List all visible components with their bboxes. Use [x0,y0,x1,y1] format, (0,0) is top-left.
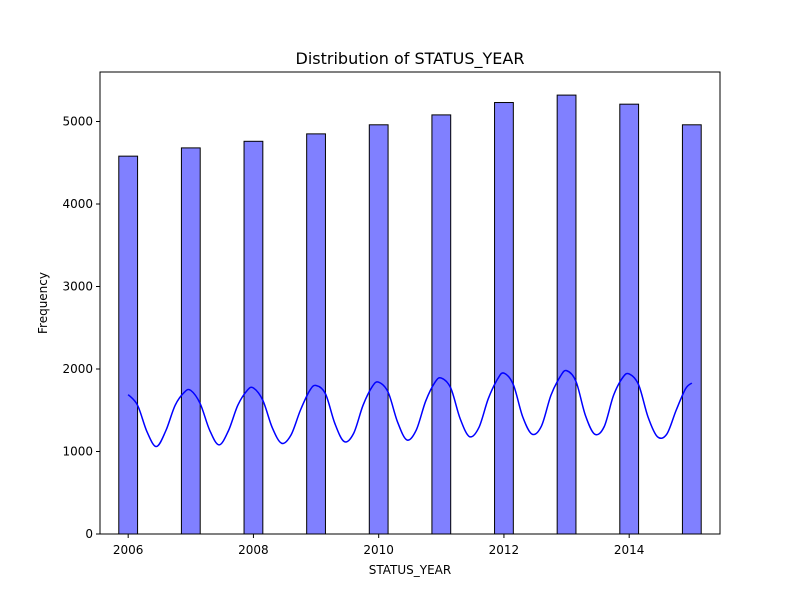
kde-group [127,369,693,448]
y-axis-title: Frequency [36,272,50,334]
bar-group [118,94,702,535]
bar-2015 [681,124,702,535]
y-tick-label: 1000 [62,445,93,459]
y-tick-label: 3000 [62,280,93,294]
x-tick-label: 2006 [113,543,144,557]
chart-title: Distribution of STATUS_YEAR [296,49,525,69]
plot-frame [99,71,721,535]
bar-2013 [556,94,577,535]
x-tick-label: 2008 [238,543,269,557]
x-tick-label: 2014 [614,543,645,557]
y-tick-label: 2000 [62,362,93,376]
y-axis-ticks: 0 1000 2000 3000 4000 5000 [62,115,100,541]
bar-2006 [118,155,139,535]
bar-2014 [619,103,640,535]
bar-2011 [431,114,452,535]
bar-2010 [368,124,389,535]
bar-2008 [243,140,264,535]
bar-2007 [180,147,201,535]
x-tick-label: 2010 [363,543,394,557]
y-tick-label: 4000 [62,197,93,211]
y-tick-label: 5000 [62,115,93,129]
x-axis-ticks: 2006 2008 2010 2012 2014 [113,534,645,557]
x-axis-title: STATUS_YEAR [369,563,451,577]
kde-line [127,369,693,448]
bar-2009 [306,133,326,535]
x-tick-label: 2012 [489,543,520,557]
bar-2012 [494,102,514,535]
y-tick-label: 0 [85,527,93,541]
